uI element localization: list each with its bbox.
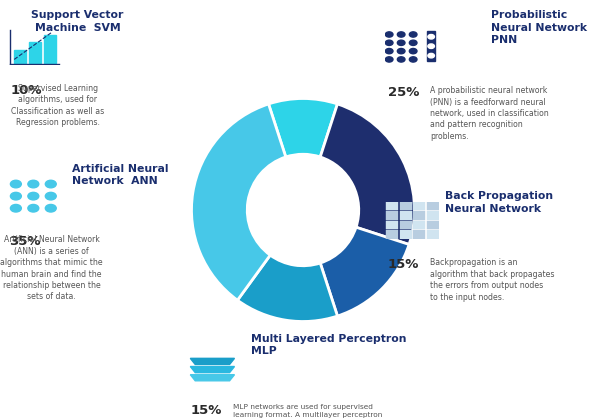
Circle shape bbox=[45, 180, 56, 188]
Wedge shape bbox=[191, 104, 286, 300]
Text: Backpropagation is an
algorithm that back propagates
the errors from output node: Backpropagation is an algorithm that bac… bbox=[430, 258, 554, 302]
Polygon shape bbox=[190, 358, 235, 365]
Circle shape bbox=[410, 40, 417, 45]
Circle shape bbox=[385, 32, 393, 37]
Text: MLP networks are used for supervised
learning format. A multilayer perceptron
(M: MLP networks are used for supervised lea… bbox=[233, 404, 382, 420]
Circle shape bbox=[385, 48, 393, 54]
Circle shape bbox=[28, 192, 39, 200]
Circle shape bbox=[45, 192, 56, 200]
Circle shape bbox=[45, 205, 56, 212]
Bar bbox=[427, 211, 439, 220]
Text: Artificial Neural
Network  ANN: Artificial Neural Network ANN bbox=[72, 164, 168, 186]
Circle shape bbox=[410, 48, 417, 54]
Wedge shape bbox=[320, 227, 409, 316]
Circle shape bbox=[428, 53, 435, 58]
Bar bbox=[413, 221, 425, 229]
Polygon shape bbox=[190, 367, 235, 373]
Bar bbox=[413, 230, 425, 239]
Bar bbox=[427, 31, 435, 61]
Text: Support Vector
Machine  SVM: Support Vector Machine SVM bbox=[32, 10, 124, 33]
Circle shape bbox=[28, 180, 39, 188]
Wedge shape bbox=[268, 99, 338, 157]
Circle shape bbox=[385, 57, 393, 62]
Wedge shape bbox=[238, 255, 338, 321]
Polygon shape bbox=[190, 375, 235, 381]
Bar bbox=[399, 202, 411, 210]
Text: Artificial Neural Network
(ANN) is a series of
algorithms that mimic the
human b: Artificial Neural Network (ANN) is a ser… bbox=[0, 235, 103, 302]
Circle shape bbox=[410, 57, 417, 62]
Circle shape bbox=[398, 57, 405, 62]
Bar bbox=[413, 211, 425, 220]
Bar bbox=[44, 35, 56, 63]
Bar bbox=[29, 42, 41, 63]
Text: Supervised Learning
algorithms, used for
Classification as well as
Regression pr: Supervised Learning algorithms, used for… bbox=[11, 84, 104, 127]
Bar bbox=[399, 230, 411, 239]
Text: 25%: 25% bbox=[388, 86, 419, 99]
Circle shape bbox=[428, 44, 435, 48]
Bar bbox=[413, 202, 425, 210]
Text: A probabilistic neural network
(PNN) is a feedforward neural
network, used in cl: A probabilistic neural network (PNN) is … bbox=[430, 86, 549, 141]
Circle shape bbox=[10, 205, 21, 212]
Bar bbox=[427, 202, 439, 210]
Bar bbox=[15, 50, 26, 63]
Text: Back Propagation
Neural Network: Back Propagation Neural Network bbox=[445, 191, 553, 213]
Circle shape bbox=[398, 48, 405, 54]
Bar bbox=[386, 230, 398, 239]
Bar bbox=[386, 202, 398, 210]
Text: 15%: 15% bbox=[388, 258, 419, 271]
Bar bbox=[399, 211, 411, 220]
Text: 15%: 15% bbox=[191, 404, 222, 417]
Text: Multi Layered Perceptron
MLP: Multi Layered Perceptron MLP bbox=[251, 334, 407, 356]
Circle shape bbox=[398, 32, 405, 37]
Bar bbox=[427, 221, 439, 229]
Text: 10%: 10% bbox=[11, 84, 42, 97]
Bar bbox=[386, 211, 398, 220]
Circle shape bbox=[28, 205, 39, 212]
Wedge shape bbox=[320, 104, 415, 244]
Text: 35%: 35% bbox=[9, 235, 41, 248]
Circle shape bbox=[398, 40, 405, 45]
Bar bbox=[399, 221, 411, 229]
Text: Probabilistic
Neural Network
PNN: Probabilistic Neural Network PNN bbox=[491, 10, 587, 45]
Circle shape bbox=[410, 32, 417, 37]
Bar bbox=[386, 221, 398, 229]
Bar bbox=[427, 230, 439, 239]
Circle shape bbox=[10, 180, 21, 188]
Circle shape bbox=[385, 40, 393, 45]
Circle shape bbox=[428, 34, 435, 39]
Circle shape bbox=[10, 192, 21, 200]
